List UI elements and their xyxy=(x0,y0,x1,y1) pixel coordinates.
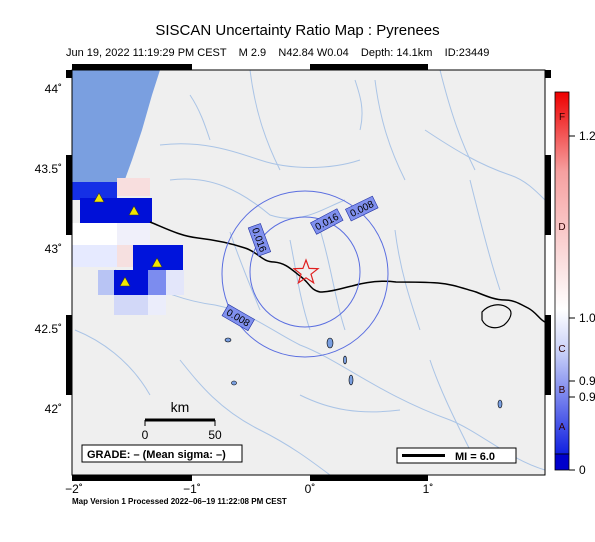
colorbar-value: 1.0 xyxy=(579,311,595,325)
triangle-icon xyxy=(128,205,140,216)
frame-ticks xyxy=(66,64,551,481)
reservoirs xyxy=(224,337,503,409)
lat-labels: 44˚ 43.5˚ 43˚ 42.5˚ 42˚ xyxy=(35,82,62,416)
scale-unit: km xyxy=(171,399,190,415)
bay-of-biscay xyxy=(72,70,160,200)
lat-label: 44˚ xyxy=(45,82,62,96)
lat-label: 43˚ xyxy=(45,242,62,256)
map-area: 0.016 0.016 0.008 0.008 xyxy=(72,70,545,475)
grade-letter: B xyxy=(559,385,566,396)
lon-label: 0˚ xyxy=(305,482,316,496)
colorbar-value: 0.9 xyxy=(579,374,595,388)
processing-footer: Map Version 1 Processed 2022–06–19 11:22… xyxy=(72,497,287,506)
lat-label: 42.5˚ xyxy=(35,322,62,336)
mi-legend: MI = 6.0 xyxy=(396,447,517,464)
triangle-icon xyxy=(93,192,105,203)
map-frame xyxy=(71,69,546,476)
national-border xyxy=(149,221,545,323)
grade-letter: F xyxy=(559,112,565,123)
lon-label: 1˚ xyxy=(423,482,434,496)
stations xyxy=(93,192,163,287)
uncertainty-contours xyxy=(221,190,389,358)
colorbar-value: 0.9 xyxy=(579,390,595,404)
uncertainty-grid xyxy=(72,178,184,315)
lat-label: 43.5˚ xyxy=(35,162,62,176)
star-icon xyxy=(292,258,320,285)
scale-start: 0 xyxy=(142,428,149,442)
lon-label: −2˚ xyxy=(65,482,83,496)
scale-bar: km 0 50 xyxy=(142,399,222,442)
scale-end: 50 xyxy=(208,428,222,442)
andorra-border xyxy=(481,304,512,329)
lat-label: 42˚ xyxy=(45,402,62,416)
grade-letter: A xyxy=(559,422,566,433)
colorbar-ticks xyxy=(569,135,575,471)
mi-text: MI = 6.0 xyxy=(455,451,495,463)
colorbar-values: 1.2 1.0 0.9 0.9 0 xyxy=(579,129,595,477)
grade-box: GRADE: – (Mean sigma: –) xyxy=(81,444,243,463)
grade-text: GRADE: – (Mean sigma: –) xyxy=(87,449,226,461)
rivers xyxy=(74,70,545,475)
lon-labels: −2˚ −1˚ 0˚ 1˚ xyxy=(65,482,433,496)
lon-label: −1˚ xyxy=(183,482,201,496)
colorbar-value: 0 xyxy=(579,463,586,477)
colorbar-letters: F D C B A xyxy=(558,112,565,433)
triangle-icon xyxy=(151,257,163,268)
colorbar: F D C B A 1.2 1.0 0.9 0.9 0 xyxy=(554,91,595,477)
colorbar-value: 1.2 xyxy=(579,129,595,143)
triangle-icon xyxy=(119,276,131,287)
grade-letter: D xyxy=(558,222,565,233)
map-title: SISCAN Uncertainty Ratio Map : Pyrenees xyxy=(155,22,440,39)
grade-letter: C xyxy=(558,344,565,355)
event-info: Jun 19, 2022 11:19:29 PM CEST M 2.9 N42.… xyxy=(66,47,490,59)
